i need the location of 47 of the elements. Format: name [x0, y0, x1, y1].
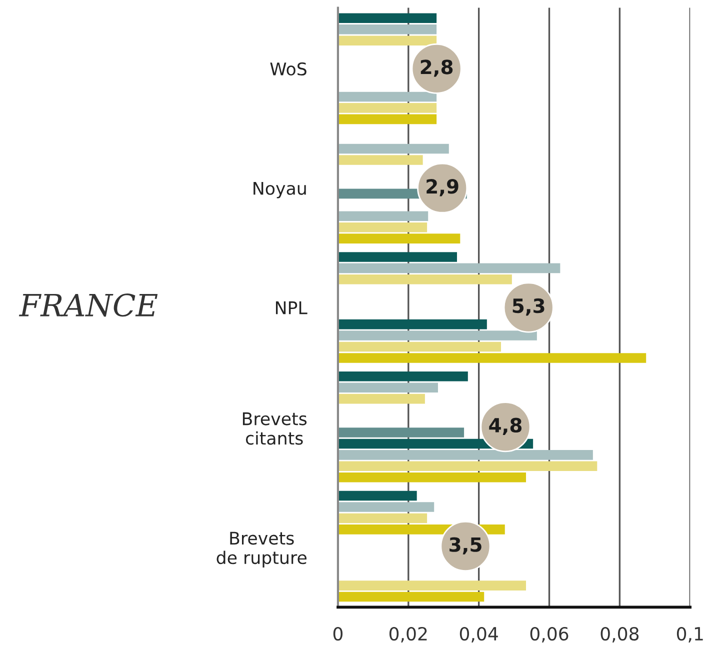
y-tick-label: Brevets de rupture	[216, 532, 306, 568]
bar	[338, 580, 526, 590]
x-tick-label: 0,04	[460, 626, 498, 642]
bar	[338, 394, 425, 404]
annotation: 3,5	[450, 537, 482, 554]
annotation: 2,8	[420, 60, 453, 77]
bar	[338, 342, 502, 352]
y-tick-label: NPL	[276, 301, 308, 314]
bar	[338, 592, 484, 602]
bar	[338, 13, 437, 24]
bar	[338, 472, 526, 482]
x-tick-label: 0,1	[676, 626, 703, 642]
bar	[338, 222, 428, 232]
bar	[338, 155, 423, 165]
annotation: 2,9	[426, 179, 458, 196]
y-tick-label: Noyau	[254, 182, 306, 198]
y-tick-label: WoS	[270, 62, 306, 76]
x-tick-label: 0,06	[530, 626, 568, 642]
x-tick-label: 0,08	[600, 626, 639, 642]
bar	[338, 274, 512, 284]
x-tick-label: 0,02	[389, 626, 427, 642]
bar	[338, 263, 560, 274]
bar	[338, 502, 434, 512]
bar	[338, 92, 437, 102]
bar	[338, 461, 598, 472]
bar	[338, 234, 460, 244]
text: FRANCE	[18, 294, 158, 317]
bar	[338, 382, 438, 392]
annotation: 4,8	[489, 418, 522, 436]
bar	[338, 513, 428, 524]
bar	[338, 428, 464, 438]
x-tick-label: 0	[333, 626, 343, 641]
bar	[338, 319, 487, 330]
annotation: 5,3	[512, 298, 544, 316]
bar	[338, 144, 449, 154]
bar	[338, 330, 537, 340]
bar	[338, 353, 646, 363]
bar	[338, 371, 468, 382]
bar	[338, 114, 437, 124]
bar	[338, 103, 437, 113]
y-tick-label: Brevets citants	[242, 412, 307, 445]
bar	[338, 24, 437, 34]
bar	[338, 252, 457, 262]
bar	[338, 490, 417, 501]
bar	[338, 450, 593, 460]
bar	[338, 211, 428, 222]
bar	[338, 36, 437, 46]
